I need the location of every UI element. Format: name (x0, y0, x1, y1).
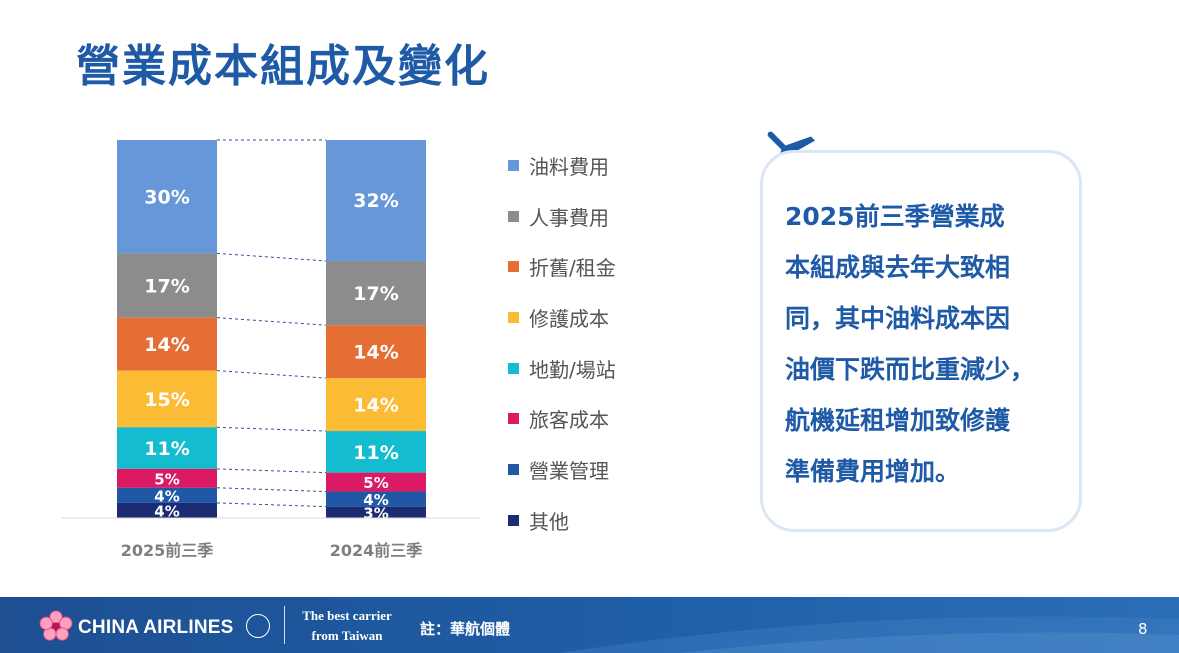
brand-tagline: The best carrier from Taiwan (294, 606, 400, 646)
data-label: 5% (363, 474, 388, 492)
legend-item: 折舊/租金 (508, 241, 616, 292)
legend-item: 人事費用 (508, 191, 616, 242)
summary-line: 2025前三季營業成 (785, 202, 1005, 231)
tagline-line: from Taiwan (311, 628, 383, 643)
legend-label: 地勤/場站 (529, 357, 616, 382)
bar-segment (326, 260, 426, 326)
legend-swatch (508, 311, 519, 323)
bar-segment (117, 468, 217, 488)
legend-label: 人事費用 (529, 205, 609, 230)
bar-segment (117, 317, 217, 371)
data-label: 14% (353, 395, 398, 417)
bar-segment (326, 140, 426, 261)
summary-line: 航機延租增加致修護 (785, 406, 1011, 435)
connector-line (216, 502, 327, 508)
bar-segment (117, 427, 217, 469)
legend-item: 地勤/場站 (508, 343, 616, 394)
legend-label: 油料費用 (529, 154, 609, 179)
summary-line: 同，其中油料成本因 (785, 304, 1011, 333)
skyteam-emblem-icon (246, 614, 270, 638)
legend-swatch (508, 362, 519, 374)
data-label: 15% (144, 389, 189, 411)
footer-wave-decoration (559, 616, 1179, 653)
legend-item: 營業管理 (508, 444, 616, 495)
legend-swatch (508, 159, 519, 171)
data-label: 17% (353, 283, 398, 305)
summary-text: 2025前三季營業成 本組成與去年大致相 同，其中油料成本因 油價下跌而比重減少… (785, 191, 1075, 497)
bar-segment (326, 506, 426, 518)
bar-segment (117, 487, 217, 503)
bar-segment (117, 502, 217, 518)
legend-item: 其他 (508, 495, 616, 546)
bar-segment (326, 491, 426, 507)
bar-segment (326, 431, 426, 473)
data-label: 32% (353, 190, 398, 212)
legend-label: 修護成本 (529, 306, 609, 331)
stacked-bar-chart: 30%17%14%15%11%5%4%4%32%17%14%14%11%5%4%… (62, 139, 480, 560)
footer-note: 註：華航個體 (420, 620, 511, 638)
footer-bar (0, 597, 1179, 653)
data-label: 30% (144, 187, 189, 209)
data-label: 3% (363, 504, 388, 522)
legend-swatch (508, 413, 519, 425)
connector-line (216, 317, 327, 326)
legend-swatch (508, 261, 519, 273)
data-label: 14% (144, 334, 189, 356)
bar-segment (326, 472, 426, 492)
data-label: 4% (154, 502, 179, 520)
page-title: 營業成本組成及變化 (76, 41, 490, 92)
legend-swatch (508, 210, 519, 222)
tagline-line: The best carrier (302, 608, 392, 623)
bar-segment (117, 253, 217, 318)
data-label: 11% (353, 442, 398, 464)
data-label: 14% (353, 342, 398, 364)
connector-line (216, 370, 327, 379)
data-label: 11% (144, 438, 189, 460)
plum-blossom-icon (39, 610, 73, 641)
summary-line: 準備費用增加。 (785, 457, 961, 486)
data-label: 17% (144, 276, 189, 298)
connector-line (216, 468, 327, 474)
data-label: 5% (154, 470, 179, 488)
category-label: 2025前三季 (121, 541, 215, 560)
legend-label: 營業管理 (529, 458, 609, 483)
legend-item: 旅客成本 (508, 393, 616, 444)
connector-line (216, 252, 327, 262)
connector-line (216, 487, 327, 493)
legend-item: 油料費用 (508, 140, 616, 191)
summary-line: 本組成與去年大致相 (785, 253, 1011, 282)
brand-logo-text: CHINA AIRLINES (78, 617, 234, 638)
legend-item: 修護成本 (508, 292, 616, 343)
legend-swatch (508, 514, 519, 526)
data-label: 4% (363, 491, 388, 509)
category-label: 2024前三季 (330, 541, 424, 560)
legend-label: 旅客成本 (529, 408, 609, 433)
footer-divider (284, 606, 285, 644)
bar-segment (326, 325, 426, 379)
legend-label: 其他 (529, 509, 569, 534)
chart-legend: 油料費用人事費用折舊/租金修護成本地勤/場站旅客成本營業管理其他 (508, 140, 616, 546)
legend-label: 折舊/租金 (529, 256, 616, 281)
bar-segment (117, 140, 217, 254)
connector-line (216, 426, 327, 432)
summary-textbox: 2025前三季營業成 本組成與去年大致相 同，其中油料成本因 油價下跌而比重減少… (760, 150, 1082, 532)
legend-swatch (508, 463, 519, 475)
bar-segment (117, 370, 217, 428)
data-label: 4% (154, 487, 179, 505)
bar-segment (326, 378, 426, 432)
summary-line: 油價下跌而比重減少， (785, 355, 1036, 384)
page-number: 8 (1138, 620, 1148, 638)
